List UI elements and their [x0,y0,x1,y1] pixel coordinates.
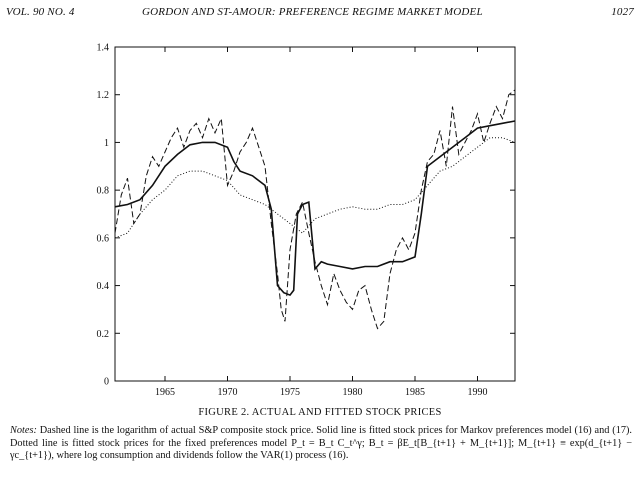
y-tick-label: 0.4 [97,281,110,292]
notes-label: Notes: [10,425,37,436]
y-tick-label: 1.4 [97,43,110,54]
journal-volume: VOL. 90 NO. 4 [6,6,75,18]
solid-series-line [114,120,516,297]
y-tick-label: 0 [104,377,109,388]
notes-text: Dashed line is the logarithm of actual S… [10,425,632,461]
plot-frame [114,46,516,382]
figure-notes: Notes: Dashed line is the logarithm of a… [10,425,632,463]
y-tick-label: 1.2 [97,90,110,101]
x-tick-label: 1985 [405,387,425,398]
y-tick-label: 0.6 [97,233,110,244]
x-tick-label: 1975 [280,387,300,398]
dotted-series-line [114,137,516,239]
dashed-series-line [114,89,516,330]
x-tick-label: 1980 [343,387,363,398]
y-tick-label: 0.8 [97,186,110,197]
page-header: VOL. 90 NO. 4 GORDON AND ST-AMOUR: PREFE… [6,6,634,22]
y-tick-label: 1 [104,138,109,149]
stock-price-chart: 0 0.2 0.4 0.6 0.8 1 1.2 1.4 1965 1970 1975 1980 1985… [97,43,516,398]
x-tick-label: 1970 [218,387,238,398]
figure-caption: FIGURE 2. ACTUAL AND FITTED STOCK PRICES [198,407,442,418]
x-tick-label: 1965 [155,387,175,398]
page-number: 1027 [611,6,634,18]
running-title: GORDON AND ST-AMOUR: PREFERENCE REGIME M… [142,6,483,18]
x-tick-label: 1990 [468,387,488,398]
y-tick-label: 0.2 [97,329,110,340]
